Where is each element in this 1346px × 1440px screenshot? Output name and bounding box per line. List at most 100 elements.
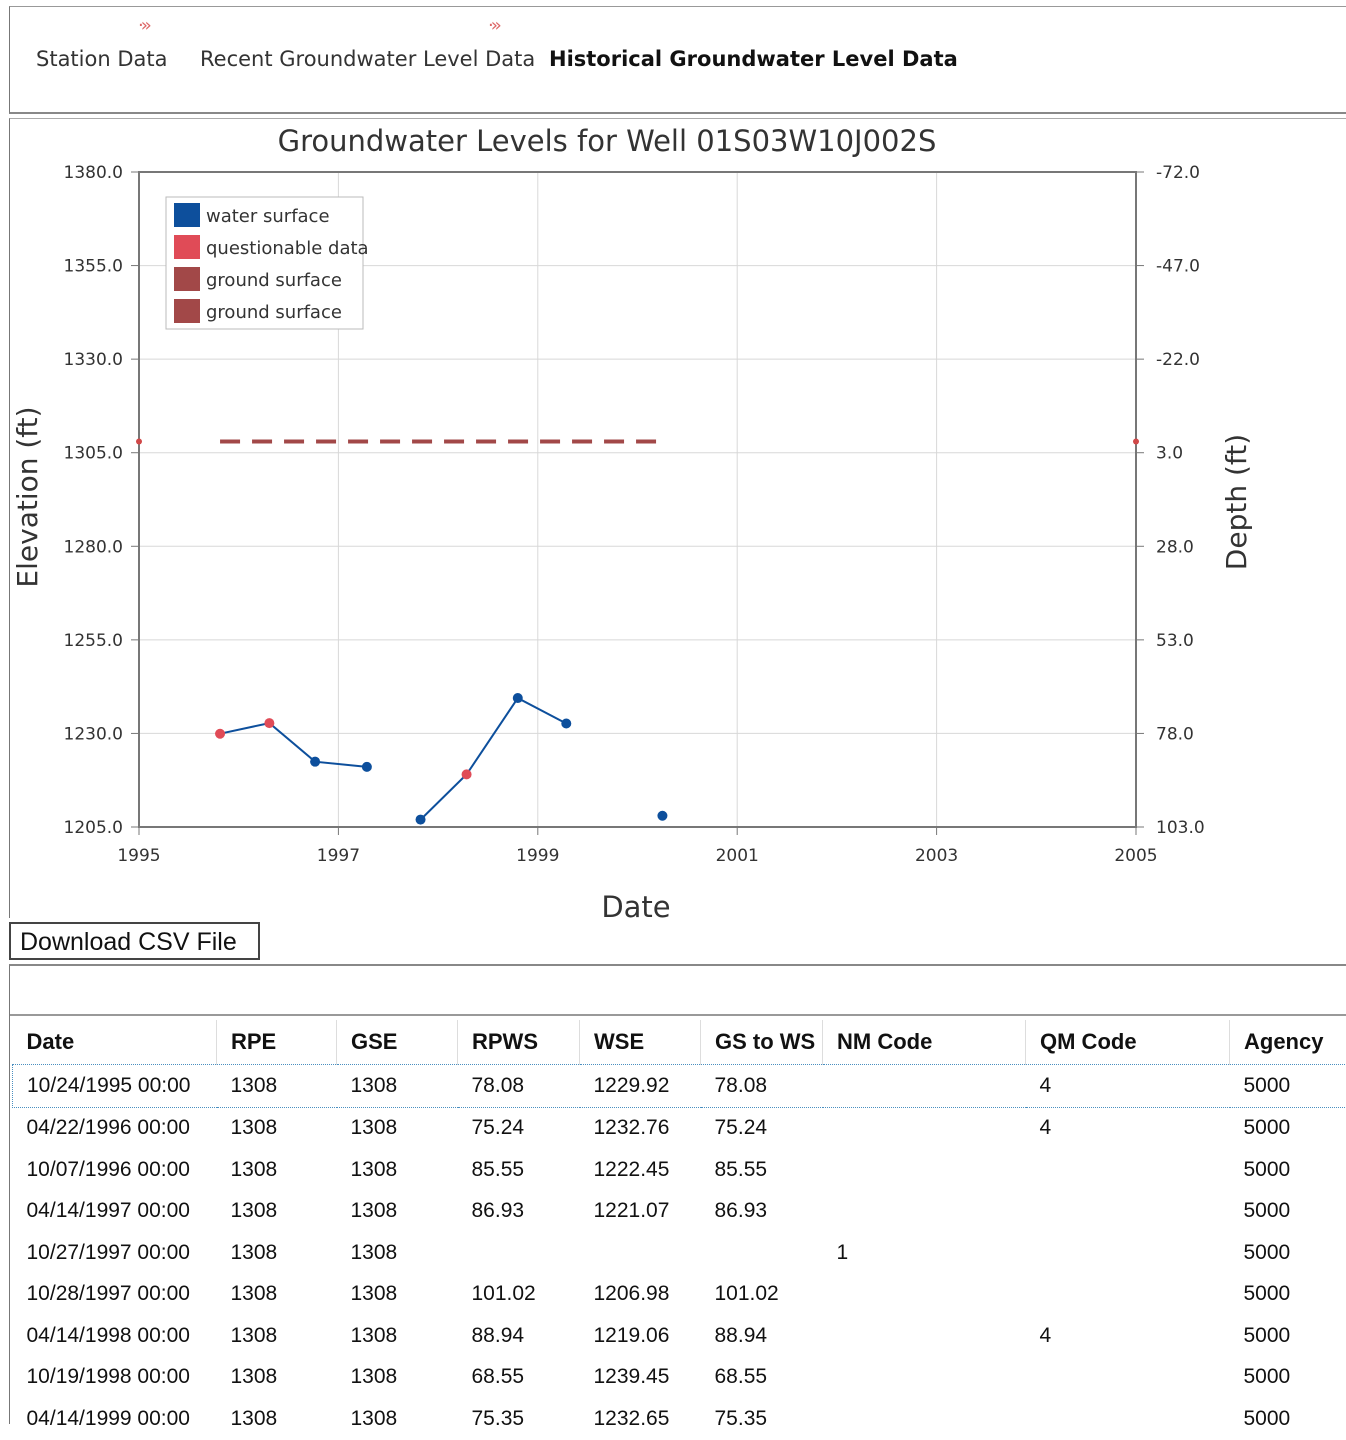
- table-cell: 1308: [337, 1274, 458, 1316]
- table-cell: 1232.76: [580, 1107, 701, 1149]
- water-surface-point[interactable]: [513, 693, 523, 703]
- column-header[interactable]: NM Code: [823, 1020, 1026, 1065]
- column-header[interactable]: WSE: [580, 1020, 701, 1065]
- table-cell: 78.08: [701, 1065, 823, 1108]
- table-cell: [1026, 1191, 1230, 1233]
- tab-historical-groundwater[interactable]: Historical Groundwater Level Data: [549, 47, 958, 71]
- table-cell: [1026, 1274, 1230, 1316]
- water-surface-line: [421, 698, 567, 820]
- table-cell: 1308: [217, 1398, 337, 1440]
- table-cell: 1308: [337, 1398, 458, 1440]
- y-tick-label: 1205.0: [64, 818, 123, 838]
- column-header[interactable]: Agency: [1230, 1020, 1346, 1065]
- x-tick-label: 1995: [117, 846, 160, 866]
- table-cell: 4: [1026, 1315, 1230, 1357]
- table-cell: 1229.92: [580, 1065, 701, 1108]
- table-cell: [823, 1065, 1026, 1108]
- x-tick-label: 1999: [516, 846, 559, 866]
- table-cell: 04/14/1997 00:00: [13, 1191, 217, 1233]
- table-cell: 1308: [217, 1274, 337, 1316]
- table-cell: 5000: [1230, 1398, 1346, 1440]
- y-axis-label-right: Depth (ft): [1220, 434, 1253, 570]
- questionable-data-point[interactable]: [462, 769, 472, 779]
- table-cell: 1308: [217, 1315, 337, 1357]
- tab-recent-groundwater[interactable]: Recent Groundwater Level Data: [200, 47, 535, 71]
- table-cell: 88.94: [701, 1315, 823, 1357]
- y-tick-label: 1380.0: [64, 163, 123, 183]
- water-surface-line: [220, 723, 367, 767]
- table-cell: 1308: [217, 1191, 337, 1233]
- y2-tick-label: 3.0: [1156, 444, 1183, 464]
- column-header[interactable]: RPE: [217, 1020, 337, 1065]
- water-surface-point[interactable]: [416, 815, 426, 825]
- table-cell: 85.55: [458, 1149, 580, 1191]
- table-cell: 75.24: [458, 1107, 580, 1149]
- y2-tick-label: 53.0: [1156, 631, 1194, 651]
- table-cell: 1219.06: [580, 1315, 701, 1357]
- table-cell: 04/14/1998 00:00: [13, 1315, 217, 1357]
- chart-legend: water surface questionable data ground s…: [166, 197, 369, 329]
- water-surface-point[interactable]: [561, 719, 571, 729]
- table-cell: 1308: [217, 1065, 337, 1108]
- table-cell: 10/19/1998 00:00: [13, 1357, 217, 1399]
- questionable-data-point[interactable]: [264, 718, 274, 728]
- table-cell: 04/22/1996 00:00: [13, 1107, 217, 1149]
- column-header[interactable]: QM Code: [1026, 1020, 1230, 1065]
- legend-swatch-water-surface: [174, 203, 200, 227]
- column-header[interactable]: RPWS: [458, 1020, 580, 1065]
- water-surface-point[interactable]: [657, 811, 667, 821]
- table-cell: [823, 1398, 1026, 1440]
- legend-swatch-questionable: [174, 235, 200, 259]
- legend-swatch-ground-surface: [174, 299, 200, 323]
- table-cell: 1222.45: [580, 1149, 701, 1191]
- table-toolbar: [10, 966, 1346, 1016]
- tab-station-data[interactable]: Station Data: [36, 47, 167, 71]
- water-surface-point[interactable]: [362, 762, 372, 772]
- questionable-data-point[interactable]: [215, 729, 225, 739]
- x-tick-label: 2003: [915, 846, 958, 866]
- table-cell: 1239.45: [580, 1357, 701, 1399]
- groundwater-chart: Groundwater Levels for Well 01S03W10J002…: [10, 119, 1346, 919]
- table-cell: 86.93: [458, 1191, 580, 1233]
- table-cell: 86.93: [701, 1191, 823, 1233]
- table-cell: 78.08: [458, 1065, 580, 1108]
- table-cell: [1026, 1398, 1230, 1440]
- column-header[interactable]: GSE: [337, 1020, 458, 1065]
- table-cell: 5000: [1230, 1107, 1346, 1149]
- column-header[interactable]: Date: [13, 1020, 217, 1065]
- table-cell: [823, 1274, 1026, 1316]
- legend-label: ground surface: [206, 302, 342, 323]
- water-surface-point[interactable]: [310, 757, 320, 767]
- table-cell: 101.02: [458, 1274, 580, 1316]
- ground-surface-edge-point: [1133, 438, 1139, 444]
- column-header[interactable]: GS to WS: [701, 1020, 823, 1065]
- table-cell: 1308: [337, 1191, 458, 1233]
- x-axis-label: Date: [601, 890, 670, 919]
- tab-arrow-icon: ·»: [488, 15, 499, 36]
- table-cell: 1308: [217, 1107, 337, 1149]
- table-cell: 5000: [1230, 1232, 1346, 1274]
- table-cell: 75.35: [701, 1398, 823, 1440]
- x-tick-label: 2005: [1114, 846, 1157, 866]
- table-cell: [1026, 1232, 1230, 1274]
- y2-tick-label: -72.0: [1156, 163, 1200, 183]
- table-cell: 5000: [1230, 1065, 1346, 1108]
- table-cell: [458, 1232, 580, 1274]
- tab-bar: ·» ·» Station Data Recent Groundwater Le…: [9, 6, 1346, 114]
- table-cell: 5000: [1230, 1274, 1346, 1316]
- table-cell: 1308: [337, 1357, 458, 1399]
- download-csv-button[interactable]: Download CSV File: [9, 922, 260, 960]
- legend-label: ground surface: [206, 270, 342, 291]
- table-cell: 1221.07: [580, 1191, 701, 1233]
